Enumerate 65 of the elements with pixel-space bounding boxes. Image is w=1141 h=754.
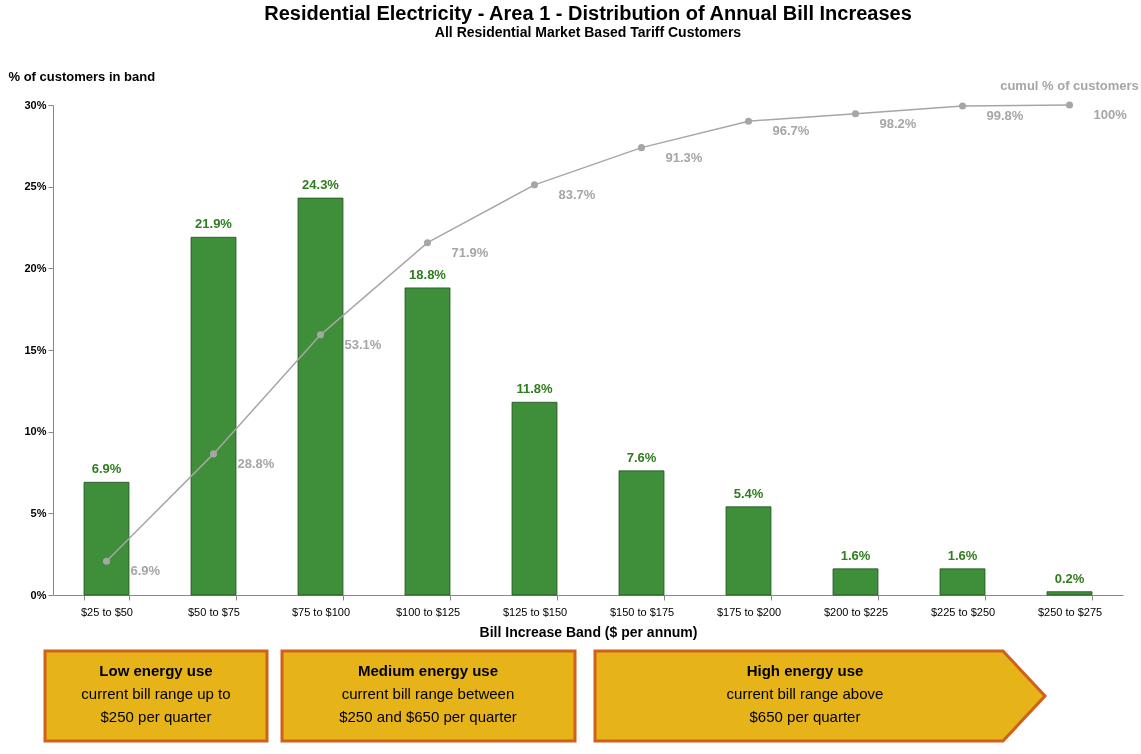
data-label: 0.2% <box>1054 570 1085 586</box>
point <box>958 102 967 110</box>
x-tick-label: $225 to $250 <box>930 605 996 618</box>
x-tick-label: $100 to $125 <box>395 605 461 618</box>
data-label: 21.9% <box>195 216 233 232</box>
text: High energy use current bill range above $650 per quarter <box>726 662 884 725</box>
x-tick-label: $25 to $50 <box>81 605 133 618</box>
y-tick-label: 0% <box>30 588 47 601</box>
x-axis-title: Bill Increase Band ($ per annum) <box>479 623 698 640</box>
data-label: 1.6% <box>840 547 871 563</box>
data-label: 53.1% <box>344 336 382 352</box>
x-tick-label: $50 to $75 <box>188 605 240 618</box>
data-label: 98.2% <box>879 115 917 131</box>
point <box>316 331 325 339</box>
y-tick-label: 5% <box>30 506 47 519</box>
y-tick-label: 20% <box>24 261 47 274</box>
y-tick-label: 15% <box>24 343 47 356</box>
point <box>1065 101 1074 109</box>
chart-subtitle: All Residential Market Based Tariff Customers <box>434 24 742 40</box>
data-label: 100% <box>1093 107 1128 122</box>
point <box>530 181 539 189</box>
text: Low energy use current bill range up to $250 per quarter <box>81 662 231 725</box>
bar <box>190 236 237 596</box>
data-label: 83.7% <box>558 186 596 202</box>
bar <box>1046 591 1093 596</box>
bar <box>83 481 130 596</box>
data-label: 6.9% <box>130 563 161 579</box>
chart-title: Residential Electricity - Area 1 - Distribution of Annual Bill Increases <box>264 2 912 24</box>
text: Medium energy use current bill range between $250 and $650 per quarter <box>339 662 517 725</box>
data-label: 99.8% <box>986 107 1024 123</box>
point <box>744 117 753 125</box>
bar <box>832 568 879 596</box>
data-label: 96.7% <box>772 123 810 139</box>
x-tick-label: $250 to $275 <box>1037 605 1103 618</box>
data-label: 6.9% <box>91 461 122 477</box>
x-tick-label: $200 to $225 <box>823 605 889 618</box>
y-tick-label: 25% <box>24 180 47 193</box>
data-label: 28.8% <box>237 455 275 471</box>
x-tick-label: $125 to $150 <box>502 605 568 618</box>
x-tick-label: $150 to $175 <box>609 605 675 618</box>
point <box>423 239 432 247</box>
y-tick-label: 10% <box>24 425 47 438</box>
data-label: 71.9% <box>451 244 489 260</box>
bar <box>404 287 451 596</box>
x-tick-label: $75 to $100 <box>291 605 351 618</box>
data-label: 11.8% <box>516 381 554 397</box>
data-label: 91.3% <box>665 149 703 165</box>
bar <box>297 197 344 596</box>
bar <box>511 401 558 596</box>
x-tick-label: $175 to $200 <box>716 605 782 618</box>
data-label: 1.6% <box>947 547 978 563</box>
series-label: cumul % of customers <box>1000 78 1139 93</box>
data-label: 5.4% <box>733 485 764 501</box>
bar <box>939 568 986 596</box>
point <box>637 144 646 152</box>
bar <box>725 506 772 596</box>
point <box>851 110 860 118</box>
data-label: 24.3% <box>302 177 340 193</box>
data-label: 18.8% <box>409 266 447 282</box>
point <box>102 557 111 565</box>
point <box>209 450 218 458</box>
y-axis-title: % of customers in band <box>8 68 156 84</box>
y-tick-label: 30% <box>24 98 47 111</box>
data-label: 7.6% <box>626 449 657 465</box>
bar <box>618 470 665 596</box>
